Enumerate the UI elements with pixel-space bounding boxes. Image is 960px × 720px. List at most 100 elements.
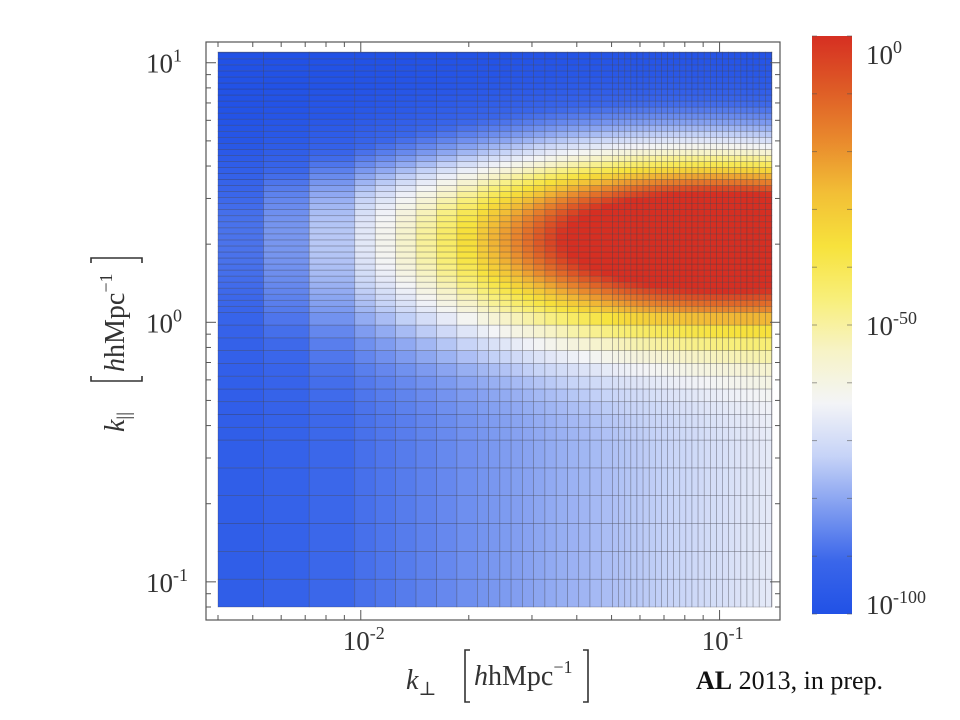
heatmap-cell bbox=[642, 233, 650, 241]
heatmap-cell bbox=[499, 439, 512, 469]
heatmap-cell bbox=[771, 130, 773, 138]
heatmap-cell bbox=[555, 281, 568, 289]
heatmap-cell bbox=[710, 245, 717, 253]
heatmap-cell bbox=[758, 337, 766, 351]
heatmap-cell bbox=[477, 100, 489, 108]
heatmap-cell bbox=[734, 363, 742, 377]
heatmap-cell bbox=[477, 414, 489, 428]
heatmap-cell bbox=[477, 239, 489, 247]
heatmap-cell bbox=[746, 51, 754, 54]
heatmap-cell bbox=[555, 263, 568, 271]
heatmap-cell bbox=[685, 112, 693, 120]
heatmap-cell bbox=[567, 185, 580, 192]
heatmap-cell bbox=[642, 305, 650, 313]
heatmap-cell bbox=[533, 275, 546, 283]
heatmap-cell bbox=[722, 106, 729, 114]
heatmap-cell bbox=[544, 467, 557, 496]
heatmap-cell bbox=[456, 155, 478, 162]
heatmap-cell bbox=[685, 155, 693, 162]
heatmap-cell bbox=[679, 337, 687, 351]
heatmap-cell bbox=[630, 149, 638, 156]
heatmap-cell bbox=[533, 112, 546, 120]
heatmap-cell bbox=[716, 209, 723, 217]
heatmap-cell bbox=[415, 245, 437, 253]
heatmap-cell bbox=[612, 221, 619, 229]
heatmap-cell bbox=[555, 337, 568, 351]
heatmap-cell bbox=[655, 94, 662, 102]
heatmap-cell bbox=[728, 155, 736, 162]
heatmap-cell bbox=[555, 52, 568, 60]
heatmap-cell bbox=[667, 185, 674, 192]
heatmap-cell bbox=[600, 401, 613, 415]
heatmap-cell bbox=[477, 197, 489, 204]
heatmap-cell bbox=[679, 523, 687, 552]
heatmap-cell bbox=[716, 155, 723, 162]
heatmap-cell bbox=[533, 185, 546, 192]
heatmap-cell bbox=[648, 363, 656, 377]
heatmap-cell bbox=[716, 239, 723, 247]
heatmap-cell bbox=[374, 281, 396, 289]
heatmap-cell bbox=[395, 51, 417, 54]
heatmap-cell bbox=[395, 495, 417, 524]
heatmap-cell bbox=[522, 275, 534, 283]
heatmap-cell bbox=[308, 88, 356, 96]
heatmap-cell bbox=[618, 94, 626, 102]
heatmap-cell bbox=[642, 269, 650, 277]
heatmap-cell bbox=[308, 221, 356, 229]
heatmap-cell bbox=[630, 203, 638, 211]
heatmap-cell bbox=[685, 245, 693, 253]
heatmap-cell bbox=[716, 245, 723, 253]
heatmap-cell bbox=[578, 52, 591, 60]
heatmap-cell bbox=[765, 350, 772, 364]
heatmap-cell bbox=[758, 221, 766, 229]
heatmap-cell bbox=[308, 227, 356, 235]
heatmap-cell bbox=[533, 305, 546, 313]
heatmap-cell bbox=[263, 239, 310, 247]
heatmap-cell bbox=[395, 439, 417, 469]
heatmap-cell bbox=[600, 495, 613, 524]
heatmap-cell bbox=[374, 82, 396, 90]
heatmap-cell bbox=[710, 337, 717, 351]
heatmap-cell bbox=[624, 173, 632, 180]
heatmap-cell bbox=[578, 82, 591, 90]
heatmap-cell bbox=[661, 124, 668, 132]
heatmap-cell bbox=[618, 299, 626, 307]
heatmap-cell bbox=[703, 215, 711, 223]
heatmap-cell bbox=[395, 130, 417, 138]
heatmap-cell bbox=[667, 149, 674, 156]
heatmap-cell bbox=[661, 414, 668, 428]
heatmap-cell bbox=[354, 88, 376, 96]
heatmap-cell bbox=[697, 337, 705, 351]
heatmap-cell bbox=[752, 227, 760, 235]
heatmap-cell bbox=[765, 233, 772, 241]
heatmap-cell bbox=[263, 551, 310, 580]
heatmap-cell bbox=[697, 173, 705, 180]
heatmap-cell bbox=[263, 185, 310, 192]
heatmap-cell bbox=[771, 287, 773, 295]
heatmap-cell bbox=[624, 112, 632, 120]
heatmap-cell bbox=[642, 52, 650, 60]
heatmap-cell bbox=[636, 251, 644, 259]
heatmap-cell bbox=[567, 239, 580, 247]
heatmap-cell bbox=[661, 100, 668, 108]
heatmap-cell bbox=[716, 251, 723, 259]
heatmap-cell bbox=[456, 94, 478, 102]
heatmap-cell bbox=[589, 363, 602, 377]
heatmap-cell bbox=[697, 375, 705, 390]
heatmap-cell bbox=[522, 523, 534, 552]
heatmap-cell bbox=[308, 76, 356, 84]
heatmap-cell bbox=[691, 293, 699, 301]
heatmap-cell bbox=[758, 578, 766, 608]
heatmap-cell bbox=[758, 100, 766, 108]
heatmap-cell bbox=[679, 293, 687, 301]
heatmap-cell bbox=[533, 375, 546, 390]
heatmap-cell bbox=[734, 70, 742, 78]
heatmap-cell bbox=[477, 106, 489, 114]
heatmap-cell bbox=[499, 209, 512, 217]
heatmap-cell bbox=[600, 269, 613, 277]
heatmap-cell bbox=[522, 414, 534, 428]
heatmap-cell bbox=[728, 203, 736, 211]
heatmap-cell bbox=[533, 64, 546, 72]
heatmap-cell bbox=[544, 426, 557, 441]
heatmap-cell bbox=[722, 495, 729, 524]
